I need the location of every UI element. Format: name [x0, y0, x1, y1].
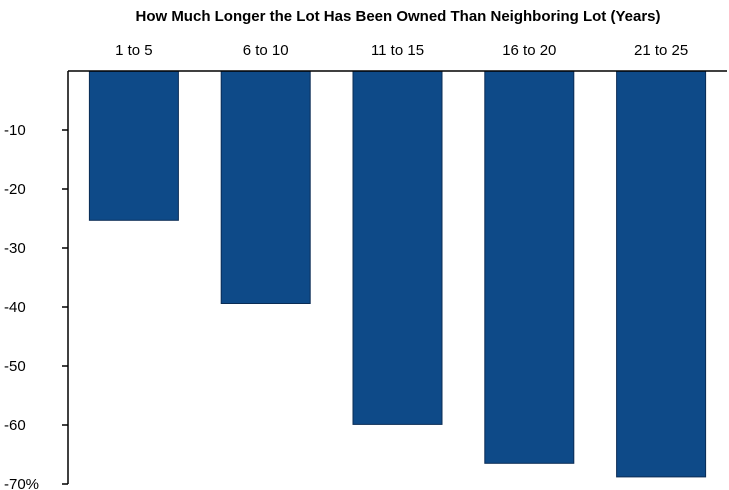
y-axis-ticks: -10 -20 -30 -40 -50 -60 -70% [4, 122, 68, 490]
y-tick-label: -60 [4, 417, 26, 434]
category-label-1: 1 to 5 [115, 42, 153, 59]
bar-2 [220, 70, 311, 304]
y-tick-label: -20 [4, 181, 26, 198]
bar-5 [616, 70, 707, 478]
category-label-3: 11 to 15 [371, 42, 424, 59]
category-labels: 1 to 5 6 to 10 11 to 15 16 to 20 21 to 25 [115, 42, 688, 59]
bar-1 [88, 70, 179, 221]
y-tick-label: -50 [4, 358, 26, 375]
y-tick-label: -40 [4, 299, 26, 316]
bar-3 [352, 70, 443, 425]
bar-4 [484, 70, 575, 464]
y-tick-label: -10 [4, 122, 26, 139]
category-label-4: 16 to 20 [502, 42, 556, 59]
category-label-5: 21 to 25 [634, 42, 688, 59]
y-tick-label: -30 [4, 240, 26, 257]
chart-title: How Much Longer the Lot Has Been Owned T… [135, 8, 660, 25]
category-label-2: 6 to 10 [243, 42, 289, 59]
bars-group [88, 70, 707, 478]
y-tick-label: -70% [4, 476, 39, 490]
